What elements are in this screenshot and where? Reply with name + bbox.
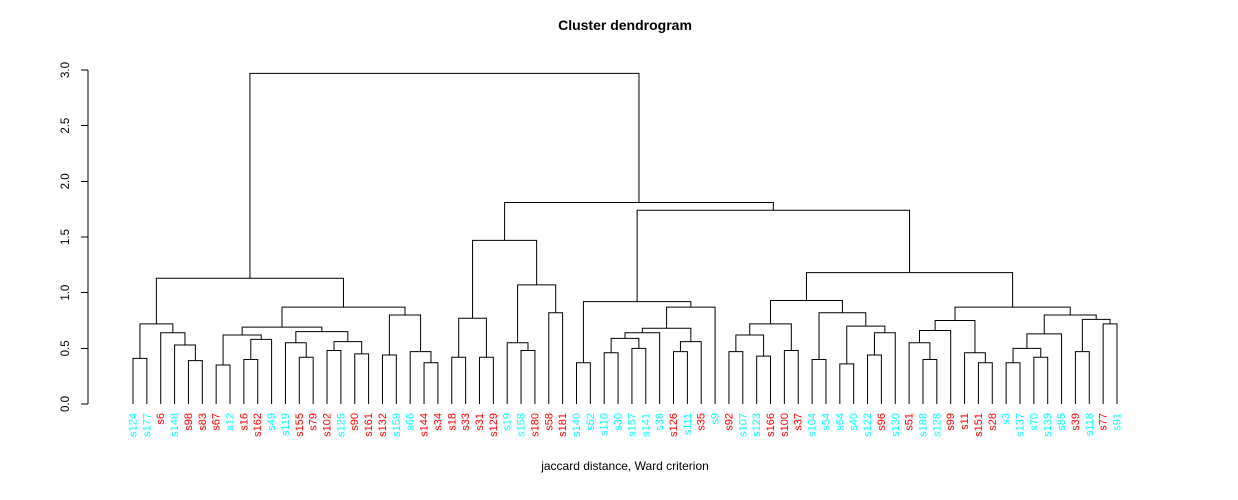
leaf-label: s92: [723, 413, 735, 431]
y-axis-tick-label: 1.0: [60, 285, 72, 301]
leaf-label: s66: [405, 413, 417, 431]
leaf-label: s140: [571, 413, 583, 437]
plot-title: Cluster dendrogram: [558, 17, 692, 33]
leaf-label: s158: [516, 413, 528, 437]
leaf-label: s58: [543, 413, 555, 431]
leaf-label: s180: [529, 413, 541, 437]
leaf-label: s124: [128, 413, 140, 437]
leaf-label: s123: [751, 413, 763, 437]
leaf-label: s64: [834, 413, 846, 431]
leaf-label: s34: [432, 413, 444, 431]
leaf-label: s126: [668, 413, 680, 437]
leaf-label: s129: [488, 413, 500, 437]
leaf-label: s125: [335, 413, 347, 437]
leaf-label: s155: [294, 413, 306, 437]
leaf-label: s141: [640, 413, 652, 437]
leaf-label: s100: [779, 413, 791, 437]
leaf-label: s3: [1001, 413, 1013, 425]
leaf-label: s83: [197, 413, 209, 431]
leaf-label: s130: [890, 413, 902, 437]
y-axis-tick-label: 3.0: [60, 62, 72, 78]
leaf-label: s181: [557, 413, 569, 437]
leaf-label: s161: [363, 413, 375, 437]
leaf-label: s51: [904, 413, 916, 431]
leaf-label: s67: [211, 413, 223, 431]
leaf-label: s144: [419, 413, 431, 437]
leaf-label: s148: [169, 413, 181, 437]
leaf-label: s6: [155, 413, 167, 425]
leaf-label: s137: [1014, 413, 1026, 437]
leaf-label: s157: [626, 413, 638, 437]
y-axis-tick-label: 0.5: [60, 340, 72, 356]
leaf-label: s91: [1112, 413, 1124, 431]
leaf-label: s31: [474, 413, 486, 431]
leaf-label: s119: [280, 413, 292, 436]
y-axis-tick-label: 2.5: [60, 118, 72, 134]
leaf-label: s139: [1042, 413, 1054, 437]
leaf-label: s128: [931, 413, 943, 437]
leaf-label: s11: [959, 413, 971, 430]
dendrogram-branches: [132, 72, 1118, 404]
leaf-label: s118: [1084, 413, 1096, 436]
y-axis-tick-labels: 0.0 0.5 1.0 1.5 2.0 2.5 3.0: [60, 62, 72, 412]
dendrogram-tree: [132, 72, 1118, 404]
leaf-label: s107: [737, 413, 749, 437]
y-axis-tick-label: 1.5: [60, 229, 72, 245]
leaf-label: s54: [820, 413, 832, 431]
leaf-label: s36: [654, 413, 666, 431]
leaf-label: s39: [1070, 413, 1082, 431]
leaf-labels: s124 s177 s6 s148 s98 s83 s67 s12 s16 s162 s49 s119…: [128, 413, 1124, 437]
leaf-label: s79: [308, 413, 320, 431]
leaf-label: s132: [377, 413, 389, 437]
leaf-label: s110: [599, 413, 611, 436]
leaf-label: s111: [682, 413, 694, 435]
leaf-label: s16: [238, 413, 250, 431]
leaf-label: s30: [613, 413, 625, 431]
leaf-label: s151: [973, 413, 985, 437]
leaf-label: s96: [876, 413, 888, 431]
leaf-label: s77: [1098, 413, 1110, 431]
plot-xlabel: jaccard distance, Ward criterion: [541, 459, 709, 473]
leaf-label: s188: [917, 413, 929, 437]
leaf-label: s102: [322, 413, 334, 437]
leaf-label: s99: [945, 413, 957, 431]
y-axis: [81, 69, 89, 405]
leaf-label: s37: [793, 413, 805, 431]
leaf-label: s33: [460, 413, 472, 431]
leaf-label: s19: [502, 413, 514, 431]
leaf-label: s166: [765, 413, 777, 437]
leaf-label: s18: [446, 413, 458, 431]
leaf-label: s35: [696, 413, 708, 431]
leaf-label: s98: [183, 413, 195, 431]
leaf-label: s122: [862, 413, 874, 437]
y-axis-tick-label: 0.0: [60, 396, 72, 412]
leaf-label: s52: [585, 413, 597, 431]
leaf-label: s85: [1056, 413, 1068, 431]
leaf-label: s90: [349, 413, 361, 431]
leaf-label: s70: [1028, 413, 1040, 431]
leaf-label: s162: [252, 413, 264, 437]
leaf-label: s28: [987, 413, 999, 431]
leaf-label: s9: [710, 413, 722, 425]
y-axis-tick-label: 2.0: [60, 173, 72, 189]
leaf-label: s159: [391, 413, 403, 437]
leaf-label: s49: [266, 413, 278, 431]
leaf-label: s104: [807, 413, 819, 437]
leaf-label: s177: [141, 413, 153, 437]
leaf-label: s40: [848, 413, 860, 431]
leaf-label: s12: [225, 413, 237, 431]
